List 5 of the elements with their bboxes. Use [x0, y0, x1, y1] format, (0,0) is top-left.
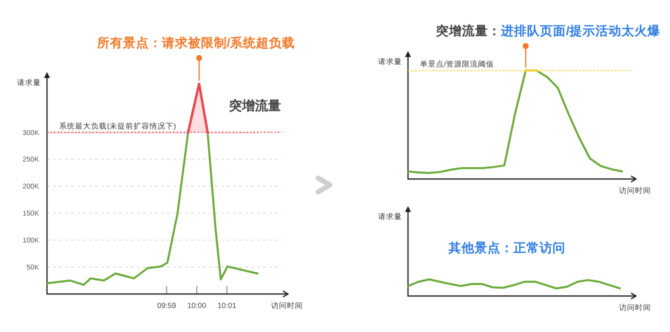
chart-title: 所有景点：请求被限制/系统超负载	[96, 35, 296, 50]
chart-title: 其他景点：正常访问	[448, 240, 566, 255]
chart-title: 突增流量：	[435, 23, 501, 38]
chart-subtitle: 进排队页面/提示活动太火爆	[500, 24, 660, 38]
annotation: 突增流量	[228, 98, 281, 113]
